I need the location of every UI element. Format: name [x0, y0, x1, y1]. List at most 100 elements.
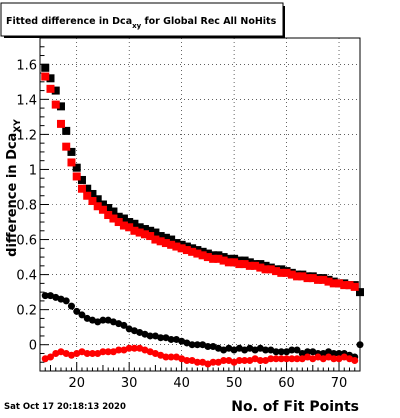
data-point-circle	[220, 356, 228, 364]
data-point-square	[161, 239, 170, 248]
data-point-circle	[167, 353, 175, 361]
x-tick-label: 50	[226, 376, 243, 391]
data-point-square	[62, 126, 71, 135]
data-point-square	[88, 196, 97, 205]
data-point-circle	[330, 355, 338, 363]
data-point-square	[151, 235, 160, 244]
y-tick-label: 1.4	[16, 93, 37, 108]
data-point-square	[140, 225, 149, 234]
data-point-square	[261, 265, 270, 274]
chart-title: Fitted difference in Dcaxy for Global Re…	[6, 16, 277, 30]
data-point-square	[41, 72, 50, 81]
data-point-circle	[272, 355, 280, 363]
data-point-circle	[293, 346, 301, 354]
data-point-square	[256, 263, 265, 272]
data-point-square	[293, 272, 302, 281]
data-point-square	[335, 279, 344, 288]
data-point-square	[230, 258, 239, 267]
data-point-square	[46, 74, 55, 83]
data-point-circle	[272, 348, 280, 356]
data-point-square	[93, 202, 102, 211]
data-point-square	[324, 277, 333, 286]
title-box-frame	[0, 2, 284, 37]
data-point-square	[51, 100, 60, 109]
chart-title-main: Fitted difference in Dca	[6, 16, 132, 27]
data-point-square	[167, 240, 176, 249]
data-point-square	[240, 260, 249, 269]
data-point-square	[340, 281, 349, 290]
data-point-square	[125, 218, 134, 227]
x-axis-label: No. of Fit Points	[231, 399, 359, 414]
data-point-square	[203, 253, 212, 262]
data-point-circle	[62, 297, 70, 305]
data-point-circle	[46, 353, 54, 361]
data-markers	[41, 63, 364, 368]
data-point-square	[193, 249, 202, 258]
title-box: Fitted difference in Dcaxy for Global Re…	[0, 2, 285, 38]
data-point-circle	[209, 358, 217, 366]
data-point-circle	[262, 346, 270, 354]
data-point-square	[72, 163, 81, 172]
data-point-circle	[277, 348, 285, 356]
data-point-square	[282, 268, 291, 277]
data-point-circle	[41, 292, 49, 300]
data-point-square	[172, 242, 181, 251]
data-point-circle	[88, 349, 96, 357]
y-tick-label: 0.6	[16, 234, 37, 249]
data-point-circle	[125, 344, 133, 352]
x-tick-label: 40	[173, 376, 190, 391]
data-point-square	[98, 205, 107, 214]
data-point-square	[356, 288, 364, 297]
data-point-circle	[193, 341, 201, 349]
y-tick-label: 1.2	[16, 128, 37, 143]
x-tick-label: 70	[331, 376, 348, 391]
data-point-square	[119, 221, 128, 230]
data-point-square	[41, 63, 50, 72]
data-point-circle	[241, 356, 249, 364]
data-point-square	[161, 233, 170, 242]
y-axis-label: difference in DcaXY	[5, 119, 23, 257]
data-point-circle	[304, 348, 312, 356]
data-point-square	[88, 189, 97, 198]
data-point-circle	[78, 311, 86, 319]
data-point-square	[77, 175, 86, 184]
data-point-circle	[188, 341, 196, 349]
data-point-square	[188, 247, 197, 256]
data-point-square	[329, 279, 338, 288]
data-point-circle	[99, 316, 107, 324]
data-point-square	[125, 223, 134, 232]
data-point-square	[109, 207, 118, 216]
data-point-circle	[335, 349, 343, 357]
x-tick-label: 20	[68, 376, 85, 391]
data-point-square	[198, 251, 207, 260]
data-point-circle	[157, 334, 165, 342]
data-point-square	[114, 218, 123, 227]
data-point-circle	[99, 348, 107, 356]
y-tick-label: 0.8	[16, 199, 37, 214]
data-point-circle	[193, 358, 201, 366]
data-point-circle	[167, 335, 175, 343]
timestamp: Sat Oct 17 20:18:13 2020	[4, 402, 126, 412]
y-axis-label-sub: XY	[13, 119, 23, 133]
data-point-circle	[288, 346, 296, 354]
data-point-circle	[130, 344, 138, 352]
data-point-square	[130, 226, 139, 235]
data-point-square	[298, 272, 307, 281]
data-point-circle	[235, 356, 243, 364]
data-point-square	[219, 256, 228, 265]
data-point-square	[104, 204, 113, 213]
x-tick-label: 60	[278, 376, 295, 391]
data-point-circle	[183, 356, 191, 364]
y-tick-label: 1	[29, 163, 37, 178]
data-point-circle	[267, 355, 275, 363]
data-point-square	[214, 254, 223, 263]
data-point-square	[167, 235, 176, 244]
y-axis: 0 0.2 0.4 0.6 0.8 1 1.2 1.4 1.6	[16, 46, 49, 363]
chart-title-suffix: for Global Rec All NoHits	[141, 16, 276, 27]
data-point-square	[119, 214, 128, 223]
data-point-circle	[104, 348, 112, 356]
data-point-circle	[67, 302, 75, 310]
data-point-circle	[288, 355, 296, 363]
data-point-circle	[73, 307, 81, 315]
